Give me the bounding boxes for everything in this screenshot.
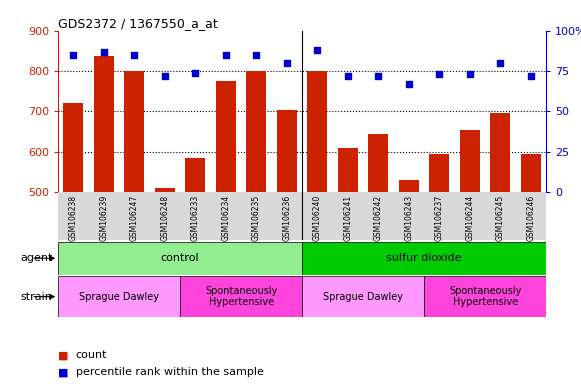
Text: GSM106243: GSM106243 — [404, 194, 413, 241]
Bar — [429, 154, 449, 192]
Text: sulfur dioxide: sulfur dioxide — [386, 253, 462, 263]
Bar — [460, 129, 480, 192]
Point — [191, 70, 200, 76]
Point — [343, 73, 353, 79]
Bar — [155, 188, 175, 192]
Text: GSM106239: GSM106239 — [99, 194, 108, 241]
Bar — [307, 71, 327, 192]
Point — [313, 47, 322, 53]
Point — [404, 81, 414, 87]
Text: strain: strain — [20, 291, 52, 302]
Point — [221, 52, 231, 58]
Text: GSM106240: GSM106240 — [313, 194, 322, 241]
Bar — [246, 71, 266, 192]
Point — [99, 49, 109, 55]
Bar — [58, 276, 180, 317]
Bar — [424, 276, 546, 317]
Text: GSM106238: GSM106238 — [69, 194, 78, 240]
Text: control: control — [161, 253, 199, 263]
Bar — [521, 154, 541, 192]
Text: GSM106245: GSM106245 — [496, 194, 505, 241]
Text: ■: ■ — [58, 350, 69, 360]
Text: GSM106234: GSM106234 — [221, 194, 230, 241]
Bar — [368, 134, 388, 192]
Point — [252, 52, 261, 58]
Bar — [94, 56, 114, 192]
Text: GSM106242: GSM106242 — [374, 194, 383, 240]
Point — [435, 71, 444, 77]
Text: Spontaneously
Hypertensive: Spontaneously Hypertensive — [449, 286, 521, 308]
Text: GSM106248: GSM106248 — [160, 194, 169, 240]
Bar — [185, 158, 205, 192]
Bar — [124, 71, 144, 192]
Point — [374, 73, 383, 79]
Bar — [63, 103, 83, 192]
Text: GSM106237: GSM106237 — [435, 194, 444, 241]
Text: GSM106236: GSM106236 — [282, 194, 291, 241]
Bar — [399, 180, 419, 192]
Bar — [338, 148, 358, 192]
Point — [465, 71, 475, 77]
Bar — [302, 242, 546, 275]
Point — [160, 73, 170, 79]
Text: GSM106235: GSM106235 — [252, 194, 261, 241]
Text: count: count — [76, 350, 107, 360]
Text: ■: ■ — [58, 367, 69, 377]
Text: Sprague Dawley: Sprague Dawley — [79, 291, 159, 302]
Point — [282, 60, 292, 66]
Bar — [277, 110, 297, 192]
Text: GSM106246: GSM106246 — [526, 194, 535, 241]
Text: GSM106247: GSM106247 — [130, 194, 139, 241]
Point — [69, 52, 78, 58]
Bar — [302, 276, 424, 317]
Text: GSM106244: GSM106244 — [465, 194, 474, 241]
Text: GSM106241: GSM106241 — [343, 194, 352, 240]
Text: Spontaneously
Hypertensive: Spontaneously Hypertensive — [205, 286, 277, 308]
Point — [526, 73, 536, 79]
Bar — [180, 276, 302, 317]
Bar — [58, 242, 302, 275]
Text: agent: agent — [20, 253, 52, 263]
Bar — [490, 113, 510, 192]
Point — [496, 60, 505, 66]
Bar — [216, 81, 236, 192]
Text: GSM106233: GSM106233 — [191, 194, 200, 241]
Text: Sprague Dawley: Sprague Dawley — [323, 291, 403, 302]
Text: GDS2372 / 1367550_a_at: GDS2372 / 1367550_a_at — [58, 17, 218, 30]
Text: percentile rank within the sample: percentile rank within the sample — [76, 367, 263, 377]
Point — [130, 52, 139, 58]
